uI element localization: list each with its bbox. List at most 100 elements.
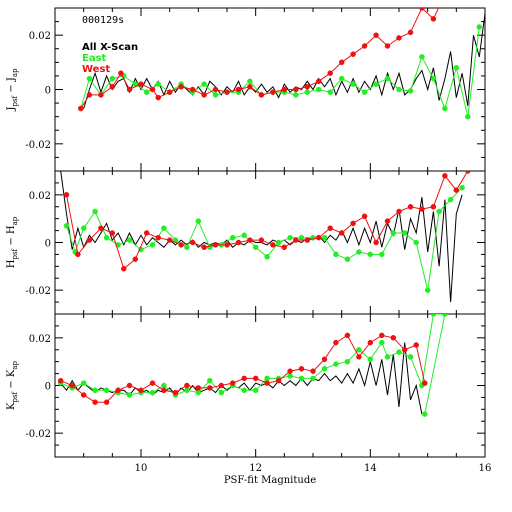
data-point-west xyxy=(149,380,156,386)
data-point-east xyxy=(143,89,150,95)
data-point-east xyxy=(264,375,270,382)
data-point-west xyxy=(86,92,93,98)
data-point-west xyxy=(407,204,414,210)
data-point-west xyxy=(310,368,316,374)
data-point-west xyxy=(419,206,425,212)
series-line-all-x-scan xyxy=(60,342,423,415)
data-point-west xyxy=(195,385,202,391)
data-point-west xyxy=(252,375,259,382)
data-point-east xyxy=(379,251,385,258)
data-point-west xyxy=(178,242,184,248)
data-point-east xyxy=(161,225,167,231)
data-point-west xyxy=(356,354,362,360)
series-line-all-x-scan xyxy=(60,171,463,303)
data-point-east xyxy=(298,234,305,241)
data-point-east xyxy=(344,358,351,365)
x-axis-title: PSF-fit Magnitude xyxy=(224,475,316,486)
data-point-west xyxy=(57,377,64,384)
data-point-west xyxy=(350,220,356,227)
data-point-east xyxy=(241,387,247,394)
data-point-west xyxy=(126,86,133,93)
data-point-east xyxy=(442,105,448,112)
data-point-east xyxy=(247,78,253,85)
data-point-west xyxy=(224,89,230,95)
data-point-west xyxy=(132,256,139,262)
data-point-west xyxy=(407,29,414,36)
data-point-west xyxy=(373,32,379,38)
data-point-east xyxy=(304,89,311,95)
data-point-west xyxy=(333,339,339,346)
y-tick-label: -0.02 xyxy=(25,429,51,440)
data-point-east xyxy=(92,387,98,394)
series-line-east xyxy=(80,26,480,117)
data-point-west xyxy=(212,86,219,93)
data-point-east xyxy=(321,234,328,241)
data-point-west xyxy=(367,339,374,346)
data-point-east xyxy=(367,356,374,363)
data-point-west xyxy=(293,86,299,93)
data-point-west xyxy=(241,375,247,382)
y-tick-label: -0.02 xyxy=(25,286,51,297)
data-point-west xyxy=(315,234,322,241)
data-point-east xyxy=(422,411,428,417)
data-point-west xyxy=(80,392,87,398)
y-tick-label: 0.02 xyxy=(29,191,51,202)
data-point-west xyxy=(149,86,156,93)
data-point-west xyxy=(275,377,282,384)
data-point-east xyxy=(92,208,98,215)
data-point-east xyxy=(212,92,219,98)
data-point-west xyxy=(321,356,328,363)
data-point-east xyxy=(86,75,93,82)
data-point-east xyxy=(442,314,448,317)
data-point-west xyxy=(344,332,351,339)
data-point-west xyxy=(189,239,196,246)
data-point-east xyxy=(195,218,202,224)
series-line-west xyxy=(66,171,469,270)
data-point-west xyxy=(161,387,167,394)
y-axis-title: Hpsf − Hap xyxy=(6,216,19,268)
panel-j: -0.02 0 0.02 Jpsf − Jap xyxy=(6,7,486,172)
data-point-east xyxy=(430,314,437,317)
data-point-east xyxy=(103,234,110,241)
data-point-west xyxy=(419,8,425,11)
data-point-west xyxy=(207,385,213,391)
data-point-east xyxy=(218,389,225,396)
data-point-east xyxy=(321,366,328,372)
data-point-east xyxy=(275,239,282,246)
x-tick-label: 10 xyxy=(135,463,148,474)
data-point-west xyxy=(384,43,391,49)
data-point-west xyxy=(63,192,70,198)
data-point-west xyxy=(155,234,161,241)
data-point-west xyxy=(184,382,190,389)
data-point-east xyxy=(287,373,293,379)
y-axis-title: Kpsf − Kap xyxy=(6,360,19,410)
data-point-east xyxy=(356,249,362,255)
data-point-east xyxy=(407,354,414,360)
data-point-west xyxy=(338,59,345,66)
data-point-east xyxy=(424,287,431,293)
data-point-east xyxy=(384,75,391,82)
data-point-east xyxy=(310,375,316,382)
y-tick-label: -0.02 xyxy=(25,140,51,151)
data-point-east xyxy=(149,389,156,396)
data-point-west xyxy=(304,84,311,90)
date-label: 000129s xyxy=(82,15,124,26)
y-tick-label: 0.02 xyxy=(29,31,51,42)
y-axis-title: Jpsf − Jap xyxy=(6,68,19,112)
data-point-east xyxy=(264,254,270,260)
data-point-west xyxy=(453,187,460,193)
data-point-east xyxy=(476,24,483,30)
data-point-west xyxy=(121,265,127,272)
data-point-east xyxy=(252,387,259,394)
data-point-west xyxy=(281,86,288,93)
data-point-west xyxy=(258,92,265,98)
data-point-west xyxy=(138,81,144,87)
data-point-east xyxy=(293,92,299,98)
data-point-east xyxy=(201,81,207,87)
data-point-west xyxy=(281,244,288,251)
data-point-east xyxy=(229,234,236,241)
data-point-west xyxy=(430,16,437,22)
panel-k: -0.02 0 0.02 10 12 14 16 Kpsf − Kap xyxy=(6,313,491,474)
data-point-west xyxy=(86,237,93,243)
x-tick-label: 12 xyxy=(249,463,262,474)
